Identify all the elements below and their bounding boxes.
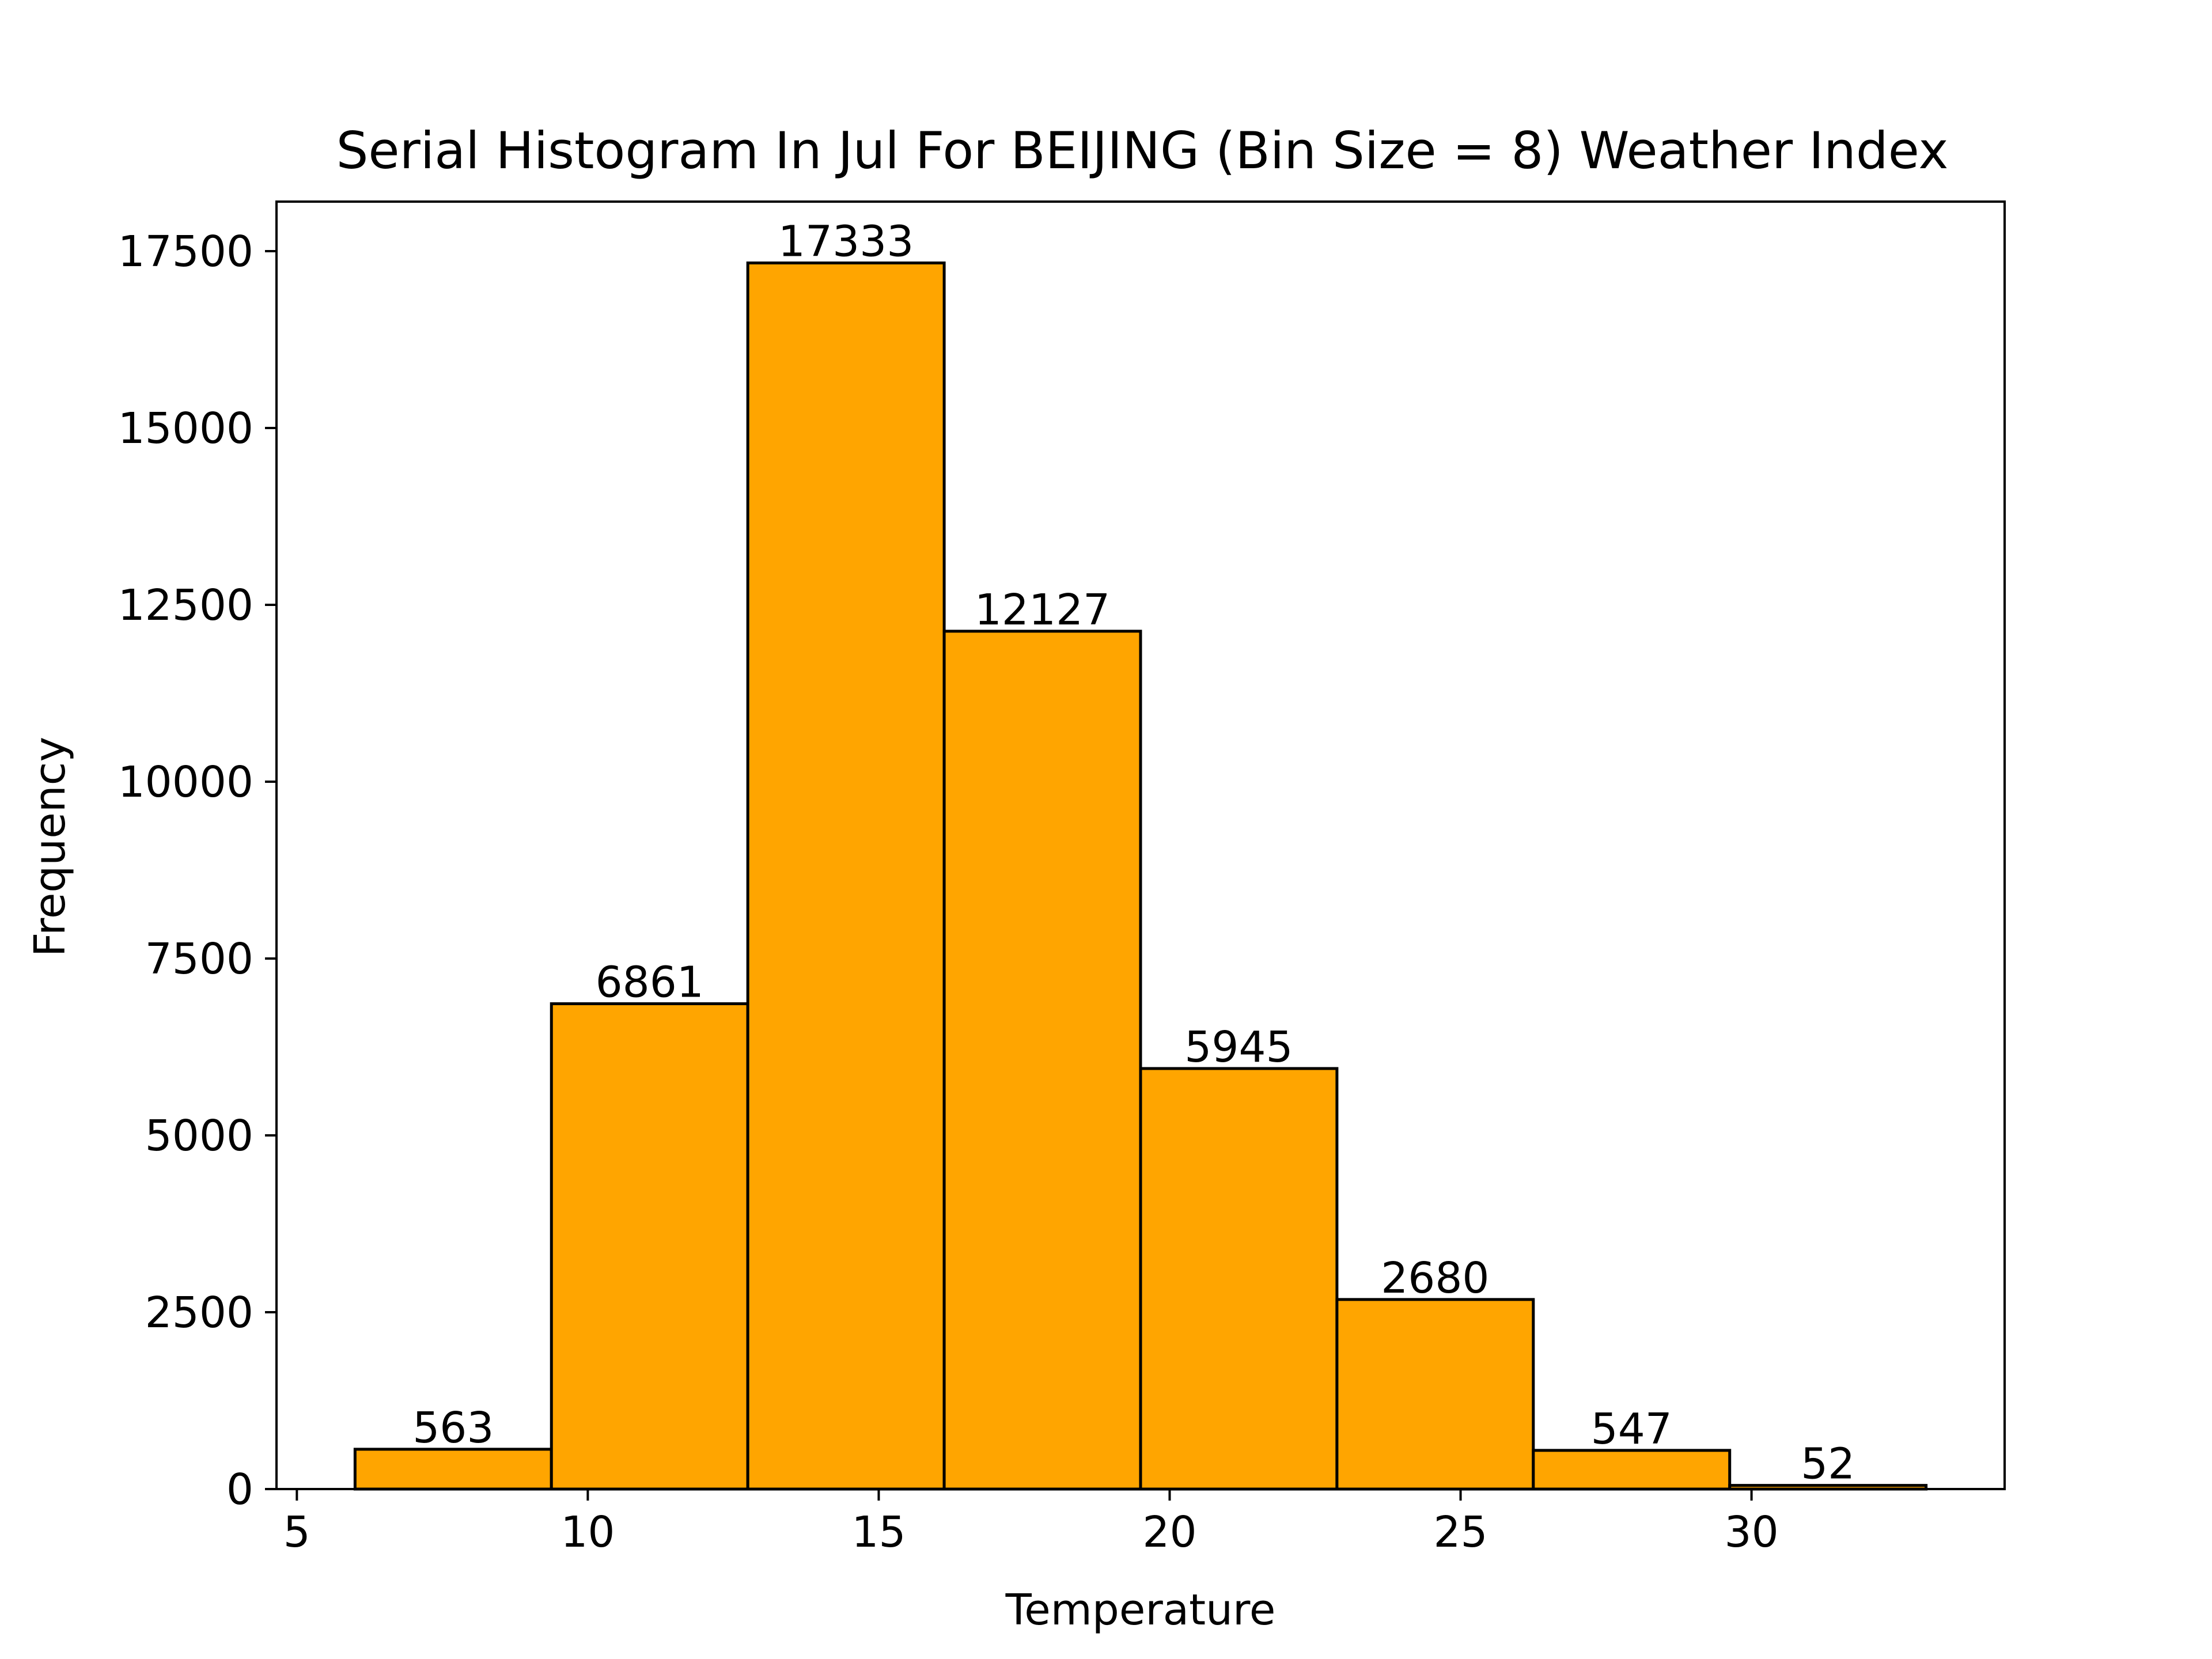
histogram-bar xyxy=(1139,1067,1339,1491)
x-tick-label: 30 xyxy=(1725,1508,1779,1557)
y-tick-label: 0 xyxy=(226,1465,253,1514)
bars-group xyxy=(353,261,1928,1491)
x-axis-label: Temperature xyxy=(1005,1585,1276,1635)
histogram-bar xyxy=(942,630,1142,1491)
histogram-bar xyxy=(1335,1298,1535,1491)
y-tick-label: 17500 xyxy=(118,227,253,276)
bar-labels-group: 563 6861 17333 12127 5945 2680 547 52 xyxy=(412,217,1855,1488)
histogram-bar xyxy=(1532,1449,1732,1491)
bar-value-label: 563 xyxy=(412,1403,494,1453)
chart-title: Serial Histogram In Jul For BEIJING (Bin… xyxy=(336,121,1949,180)
histogram-bar xyxy=(746,261,946,1491)
histogram-bar xyxy=(353,1448,553,1491)
y-tick-label: 2500 xyxy=(145,1288,253,1338)
y-tick-label: 15000 xyxy=(118,404,253,453)
bar-value-label: 17333 xyxy=(778,217,914,266)
x-tick-label: 15 xyxy=(851,1508,906,1557)
bar-value-label: 52 xyxy=(1801,1440,1855,1489)
bar-value-label: 547 xyxy=(1591,1404,1672,1454)
y-tick-label: 7500 xyxy=(145,934,253,984)
y-tick-label: 5000 xyxy=(145,1111,253,1161)
bar-value-label: 2680 xyxy=(1381,1253,1489,1303)
y-tick-label: 10000 xyxy=(118,757,253,807)
bar-value-label: 6861 xyxy=(596,957,704,1007)
y-axis-label: Frequency xyxy=(25,737,75,957)
x-tick-label: 25 xyxy=(1433,1508,1487,1557)
y-axis-ticks: 0 2500 5000 7500 10000 12500 15000 17500 xyxy=(118,227,276,1514)
x-tick-label: 10 xyxy=(560,1508,615,1557)
y-tick-label: 12500 xyxy=(118,581,253,630)
plot-frame xyxy=(275,200,2006,1490)
x-tick-label: 5 xyxy=(283,1508,310,1557)
bar-value-label: 12127 xyxy=(975,585,1110,635)
x-tick-label: 20 xyxy=(1142,1508,1196,1557)
x-axis-ticks: 5 10 15 20 25 30 xyxy=(283,1489,1779,1557)
histogram-bar xyxy=(550,1002,749,1491)
bar-value-label: 5945 xyxy=(1184,1022,1293,1072)
